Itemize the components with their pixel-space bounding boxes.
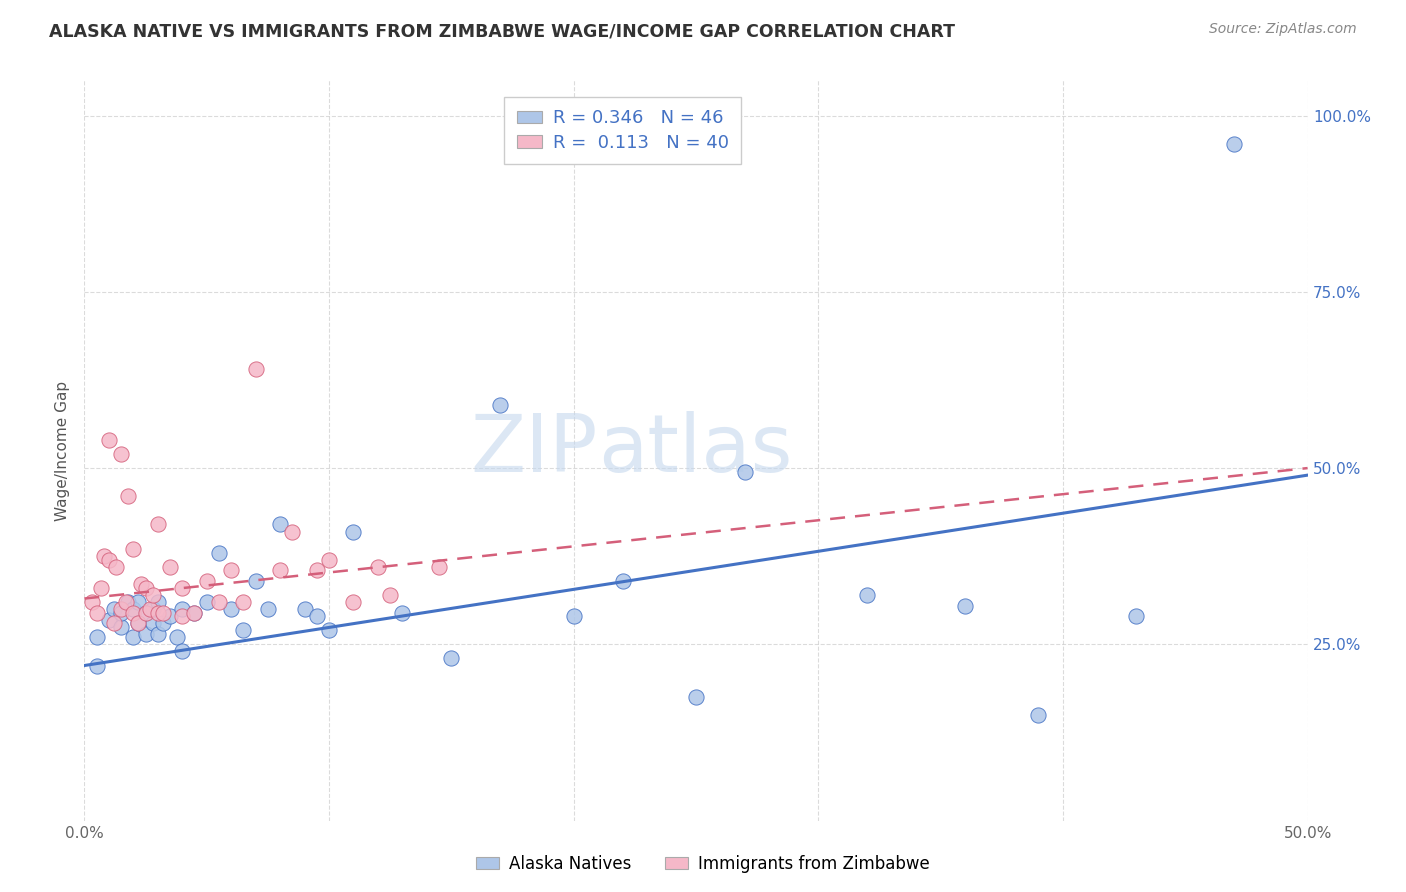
Point: [135, 606, 157, 620]
Point: [245, 362, 267, 376]
Point: [122, 602, 145, 616]
Point: [195, 574, 218, 588]
Point: [86, 606, 108, 620]
Point: [127, 616, 149, 631]
Point: [208, 546, 231, 560]
Point: [127, 595, 149, 609]
Point: [489, 398, 512, 412]
Point: [172, 602, 194, 616]
Point: [257, 602, 280, 616]
Point: [305, 563, 328, 577]
Point: [117, 489, 139, 503]
Point: [103, 602, 125, 616]
Point: [367, 559, 389, 574]
Point: [219, 602, 242, 616]
Point: [146, 595, 169, 609]
Point: [139, 602, 162, 616]
Point: [269, 563, 291, 577]
Point: [856, 588, 879, 602]
Point: [127, 616, 149, 631]
Point: [195, 595, 218, 609]
Text: ZIP: ZIP: [471, 411, 598, 490]
Point: [208, 595, 231, 609]
Text: ALASKA NATIVE VS IMMIGRANTS FROM ZIMBABWE WAGE/INCOME GAP CORRELATION CHART: ALASKA NATIVE VS IMMIGRANTS FROM ZIMBABW…: [49, 22, 955, 40]
Point: [269, 517, 291, 532]
Point: [342, 595, 364, 609]
Point: [152, 606, 174, 620]
Point: [110, 620, 132, 634]
Point: [612, 574, 634, 588]
Point: [380, 588, 402, 602]
Point: [115, 595, 138, 609]
Point: [105, 559, 128, 574]
Legend: R = 0.346   N = 46, R =  0.113   N = 40: R = 0.346 N = 46, R = 0.113 N = 40: [503, 96, 741, 164]
Point: [232, 595, 254, 609]
Point: [1125, 609, 1147, 624]
Point: [245, 574, 267, 588]
Point: [135, 627, 157, 641]
Point: [152, 616, 174, 631]
Point: [146, 606, 169, 620]
Point: [110, 602, 132, 616]
Point: [232, 624, 254, 638]
Point: [110, 606, 132, 620]
Point: [219, 563, 242, 577]
Point: [110, 447, 132, 461]
Point: [97, 613, 120, 627]
Point: [685, 690, 707, 705]
Point: [90, 581, 112, 595]
Point: [172, 644, 194, 658]
Point: [159, 609, 181, 624]
Point: [1028, 707, 1050, 722]
Text: atlas: atlas: [598, 411, 793, 490]
Point: [142, 616, 165, 631]
Y-axis label: Wage/Income Gap: Wage/Income Gap: [55, 380, 70, 521]
Point: [159, 559, 181, 574]
Point: [1223, 136, 1246, 151]
Point: [129, 577, 152, 591]
Text: Source: ZipAtlas.com: Source: ZipAtlas.com: [1209, 22, 1357, 37]
Point: [305, 609, 328, 624]
Point: [146, 627, 169, 641]
Point: [146, 517, 169, 532]
Point: [97, 553, 120, 567]
Point: [135, 606, 157, 620]
Point: [117, 595, 139, 609]
Point: [142, 602, 165, 616]
Point: [318, 624, 340, 638]
Point: [281, 524, 304, 539]
Point: [142, 588, 165, 602]
Point: [562, 609, 585, 624]
Point: [103, 616, 125, 631]
Legend: Alaska Natives, Immigrants from Zimbabwe: Alaska Natives, Immigrants from Zimbabwe: [470, 848, 936, 880]
Point: [294, 602, 316, 616]
Point: [391, 606, 413, 620]
Point: [440, 651, 463, 665]
Point: [97, 433, 120, 447]
Point: [172, 581, 194, 595]
Point: [80, 595, 103, 609]
Point: [172, 609, 194, 624]
Point: [122, 630, 145, 644]
Point: [342, 524, 364, 539]
Point: [318, 553, 340, 567]
Point: [183, 606, 205, 620]
Point: [86, 630, 108, 644]
Point: [135, 581, 157, 595]
Point: [86, 658, 108, 673]
Point: [122, 606, 145, 620]
Point: [183, 606, 205, 620]
Point: [953, 599, 976, 613]
Point: [166, 630, 188, 644]
Point: [427, 559, 450, 574]
Point: [122, 542, 145, 557]
Point: [734, 465, 756, 479]
Point: [93, 549, 115, 564]
